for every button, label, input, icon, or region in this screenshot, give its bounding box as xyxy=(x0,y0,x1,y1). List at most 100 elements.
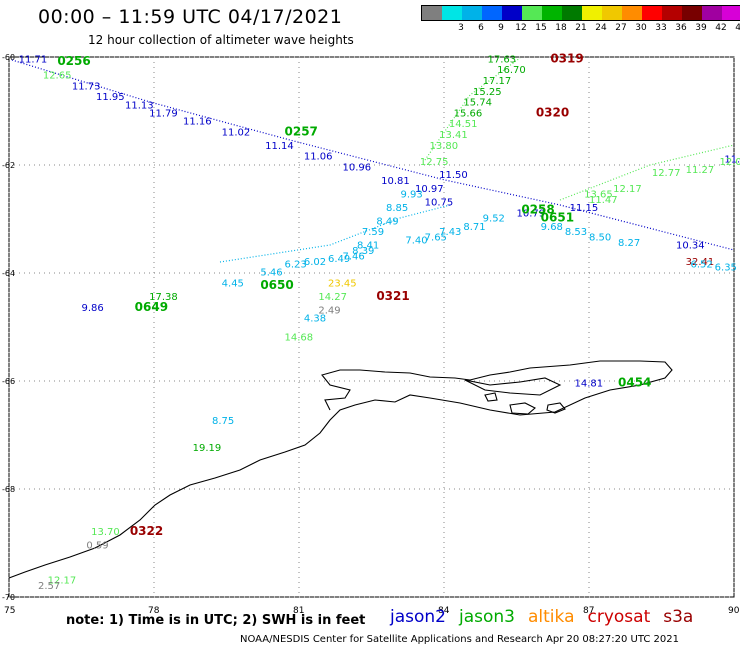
wave-height-label: 15.25 xyxy=(473,87,502,98)
wave-height-label: 8.27 xyxy=(618,238,640,249)
legend-swatch xyxy=(482,6,502,20)
wave-height-label: 10.97 xyxy=(415,184,444,195)
legend-swatch xyxy=(422,6,442,20)
wave-height-label: 13.80 xyxy=(430,141,459,152)
pass-id-label: 0650 xyxy=(260,278,293,292)
wave-height-label: 14.81 xyxy=(575,378,604,389)
wave-height-label: 6.02 xyxy=(304,257,326,268)
legend-tick-label: 15 xyxy=(535,23,547,33)
wave-height-label: 11.71 xyxy=(19,54,48,65)
wave-height-label: 11.14 xyxy=(265,141,294,152)
wave-height-label: 17.17 xyxy=(483,76,512,87)
legend-tick-label: 30 xyxy=(635,23,647,33)
lat-tick-label: -62 xyxy=(2,161,15,170)
legend-swatch xyxy=(722,6,740,20)
jason2-track-1 xyxy=(11,59,735,251)
wave-height-label: 15.74 xyxy=(463,98,492,109)
wave-height-label: 8.41 xyxy=(357,241,379,252)
wave-height-label: 10.79 xyxy=(517,208,546,219)
axis-tick-labels: 75 78 81 84 87 90 -60 -62 -64 -66 -68 -70 xyxy=(2,53,740,616)
legend-swatch xyxy=(662,6,682,20)
wave-height-label: 8.39 xyxy=(352,246,374,257)
pass-id-label: 0649 xyxy=(135,300,168,314)
island-1 xyxy=(509,402,536,415)
coast-inner xyxy=(464,377,562,396)
wave-height-label: 5.46 xyxy=(260,268,282,279)
wave-height-label: 4.45 xyxy=(222,279,244,290)
legend-swatch xyxy=(462,6,482,20)
wave-height-label: 11.16 xyxy=(183,117,212,128)
legend-swatch xyxy=(502,6,522,20)
legend-tick-label: 45 xyxy=(735,23,740,33)
satellite-jason2-label: jason2 xyxy=(390,607,446,627)
wave-height-label: 7.46 xyxy=(343,252,365,263)
green-track xyxy=(424,57,521,161)
satellite-legend: jason2 jason3 altika cryosat s3a xyxy=(390,607,706,627)
pass-id-label: 0651 xyxy=(541,211,574,225)
legend-tick-label: 27 xyxy=(615,23,627,33)
wave-height-label: 8.49 xyxy=(376,216,398,227)
wave-height-label: 8.71 xyxy=(463,222,485,233)
wave-height-label: 11.15 xyxy=(570,203,599,214)
pass-id-label: 0257 xyxy=(285,124,318,138)
wave-height-label: 17.38 xyxy=(149,292,178,303)
lat-tick-label: -64 xyxy=(2,269,15,278)
lat-lon-grid xyxy=(8,56,735,598)
wave-height-label: 16.70 xyxy=(497,65,526,76)
pass-id-label: 0319 xyxy=(550,51,583,65)
wave-height-label: 14.68 xyxy=(285,333,314,344)
satellite-s3a-label: s3a xyxy=(663,607,694,627)
wave-height-label: 6.23 xyxy=(285,260,307,271)
wave-height-label: 7.40 xyxy=(405,235,427,246)
wave-height-label: 11.27 xyxy=(686,165,715,176)
wave-height-label: 11.79 xyxy=(149,108,178,119)
satellite-cryosat-label: cryosat xyxy=(587,607,651,627)
wave-height-label: 11.50 xyxy=(439,170,468,181)
wave-height-label: 6.35 xyxy=(715,262,737,273)
map-frame xyxy=(8,56,735,598)
wave-height-label: 11.73 xyxy=(72,81,101,92)
lon-tick-label: 78 xyxy=(148,606,160,616)
wave-height-label: 12.75 xyxy=(420,157,449,168)
wave-height-label: 11.31 xyxy=(724,154,740,165)
wave-height-label: 13.70 xyxy=(91,527,120,538)
wave-height-label: 9.86 xyxy=(82,303,104,314)
legend-tick-label: 12 xyxy=(515,23,527,33)
wave-height-label: 7.59 xyxy=(362,227,384,238)
wave-height-label: 8.50 xyxy=(589,233,611,244)
wave-height-label: 12.65 xyxy=(43,71,72,82)
wave-height-label: 9.93 xyxy=(401,189,423,200)
legend-swatch xyxy=(522,6,542,20)
wave-height-label: 14.27 xyxy=(318,292,347,303)
wave-height-label: 32.41 xyxy=(686,257,715,268)
wave-height-label: 10.81 xyxy=(381,176,410,187)
wave-height-label: 6.49 xyxy=(328,254,350,265)
lat-tick-label: -60 xyxy=(2,53,15,62)
legend-tick-label: 39 xyxy=(695,23,707,33)
legend-tick-label: 21 xyxy=(575,23,587,33)
wave-height-label: 2.49 xyxy=(318,306,340,317)
pass-id-label: 0320 xyxy=(536,105,569,119)
wave-height-label: 0.59 xyxy=(86,540,108,551)
wave-height-label: 10.96 xyxy=(343,162,372,173)
wave-height-label: 9.52 xyxy=(483,214,505,225)
wave-height-label: 11.06 xyxy=(304,152,333,163)
lat-tick-label: -66 xyxy=(2,377,15,386)
legend-swatch xyxy=(702,6,722,20)
lightgreen-track xyxy=(559,144,735,201)
tracks xyxy=(11,57,735,263)
wave-height-label: 11.13 xyxy=(125,100,154,111)
lon-tick-label: 90 xyxy=(728,606,740,616)
color-legend: 36912151821242730333639424570(ft) xyxy=(421,5,740,35)
wave-height-label: 6.52 xyxy=(691,260,713,271)
lat-tick-label: -70 xyxy=(2,593,15,602)
legend-labels: 36912151821242730333639424570(ft) xyxy=(421,21,740,35)
coastline xyxy=(8,360,673,579)
legend-tick-label: 9 xyxy=(498,23,504,33)
legend-swatch xyxy=(602,6,622,20)
lon-tick-label: 87 xyxy=(583,606,594,616)
legend-tick-label: 24 xyxy=(595,23,607,33)
wave-height-label: 12.17 xyxy=(613,184,642,195)
island-2 xyxy=(546,402,566,414)
wave-height-label: 10.75 xyxy=(425,198,454,209)
